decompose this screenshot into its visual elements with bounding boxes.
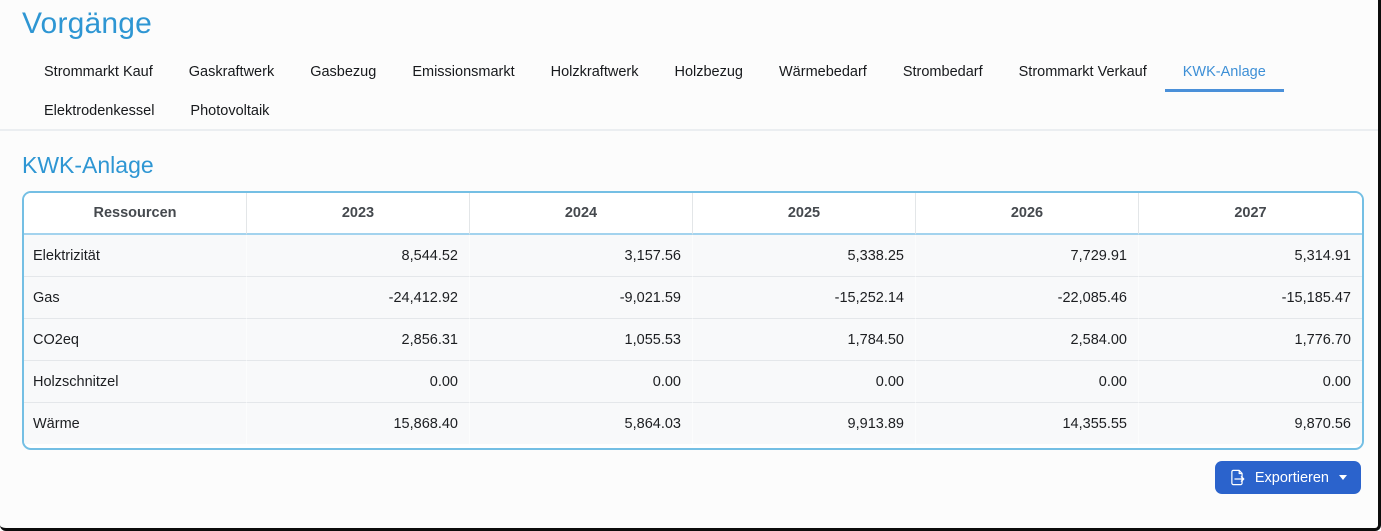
value-cell: 2,856.31	[247, 319, 470, 361]
file-export-icon	[1231, 469, 1245, 486]
value-cell: 3,157.56	[470, 235, 693, 277]
value-cell: 9,913.89	[693, 403, 916, 444]
row-label-cell: CO2eq	[24, 319, 247, 361]
tab-photovoltaik[interactable]: Photovoltaik	[190, 103, 270, 119]
column-header-2023: 2023	[247, 193, 470, 235]
page-title: Vorgänge	[22, 7, 153, 40]
export-button-row: Exportieren	[0, 461, 1361, 494]
table-header-row: Ressourcen 2023 2024 2025 2026 2027	[24, 193, 1362, 235]
value-cell: 0.00	[916, 361, 1139, 403]
tab-strommarkt-kauf[interactable]: Strommarkt Kauf	[44, 64, 153, 80]
row-label-cell: Wärme	[24, 403, 247, 444]
value-cell: 5,864.03	[470, 403, 693, 444]
value-cell: 0.00	[470, 361, 693, 403]
export-button-label: Exportieren	[1254, 469, 1329, 486]
caret-down-icon	[1339, 475, 1347, 480]
column-header-2027: 2027	[1139, 193, 1362, 235]
value-cell: 5,314.91	[1139, 235, 1362, 277]
value-cell: 7,729.91	[916, 235, 1139, 277]
tab-strommarkt-verkauf[interactable]: Strommarkt Verkauf	[1018, 64, 1147, 80]
section-title: KWK-Anlage	[22, 152, 154, 178]
tab-emissionsmarkt[interactable]: Emissionsmarkt	[412, 64, 515, 80]
value-cell: 15,868.40	[247, 403, 470, 444]
resources-table: Ressourcen 2023 2024 2025 2026 2027 Elek…	[24, 193, 1362, 444]
row-label-cell: Elektrizität	[24, 235, 247, 277]
tab-gaskraftwerk[interactable]: Gaskraftwerk	[188, 64, 275, 80]
value-cell: 2,584.00	[916, 319, 1139, 361]
value-cell: -24,412.92	[247, 277, 470, 319]
tab-bar: Strommarkt Kauf Gaskraftwerk Gasbezug Em…	[0, 51, 1378, 131]
tab-holzbezug[interactable]: Holzbezug	[674, 64, 743, 80]
table-row-co2eq: CO2eq 2,856.31 1,055.53 1,784.50 2,584.0…	[24, 319, 1362, 361]
resources-table-container: Ressourcen 2023 2024 2025 2026 2027 Elek…	[22, 191, 1364, 450]
export-button[interactable]: Exportieren	[1214, 461, 1361, 494]
table-row-waerme: Wärme 15,868.40 5,864.03 9,913.89 14,355…	[24, 403, 1362, 444]
tab-strombedarf[interactable]: Strombedarf	[902, 64, 983, 80]
tab-holzkraftwerk[interactable]: Holzkraftwerk	[550, 64, 639, 80]
row-label-cell: Holzschnitzel	[24, 361, 247, 403]
table-row-elektrizitaet: Elektrizität 8,544.52 3,157.56 5,338.25 …	[24, 235, 1362, 277]
column-header-2025: 2025	[693, 193, 916, 235]
value-cell: -9,021.59	[470, 277, 693, 319]
tab-gasbezug[interactable]: Gasbezug	[310, 64, 377, 80]
column-header-ressourcen: Ressourcen	[24, 193, 247, 235]
value-cell: 1,055.53	[470, 319, 693, 361]
tab-waermebedarf[interactable]: Wärmebedarf	[778, 64, 867, 80]
value-cell: 5,338.25	[693, 235, 916, 277]
value-cell: 0.00	[1139, 361, 1362, 403]
table-row-gas: Gas -24,412.92 -9,021.59 -15,252.14 -22,…	[24, 277, 1362, 319]
tab-kwk-anlage[interactable]: KWK-Anlage	[1164, 51, 1284, 92]
value-cell: 0.00	[693, 361, 916, 403]
value-cell: -15,185.47	[1139, 277, 1362, 319]
row-label-cell: Gas	[24, 277, 247, 319]
table-header: Ressourcen 2023 2024 2025 2026 2027	[24, 193, 1362, 235]
value-cell: 9,870.56	[1139, 403, 1362, 444]
value-cell: 8,544.52	[247, 235, 470, 277]
table-row-holzschnitzel: Holzschnitzel 0.00 0.00 0.00 0.00 0.00	[24, 361, 1362, 403]
value-cell: -15,252.14	[693, 277, 916, 319]
value-cell: -22,085.46	[916, 277, 1139, 319]
value-cell: 0.00	[247, 361, 470, 403]
value-cell: 1,776.70	[1139, 319, 1362, 361]
value-cell: 14,355.55	[916, 403, 1139, 444]
column-header-2024: 2024	[470, 193, 693, 235]
value-cell: 1,784.50	[693, 319, 916, 361]
table-body: Elektrizität 8,544.52 3,157.56 5,338.25 …	[24, 235, 1362, 444]
tab-elektrodenkessel[interactable]: Elektrodenkessel	[44, 103, 155, 119]
column-header-2026: 2026	[916, 193, 1139, 235]
